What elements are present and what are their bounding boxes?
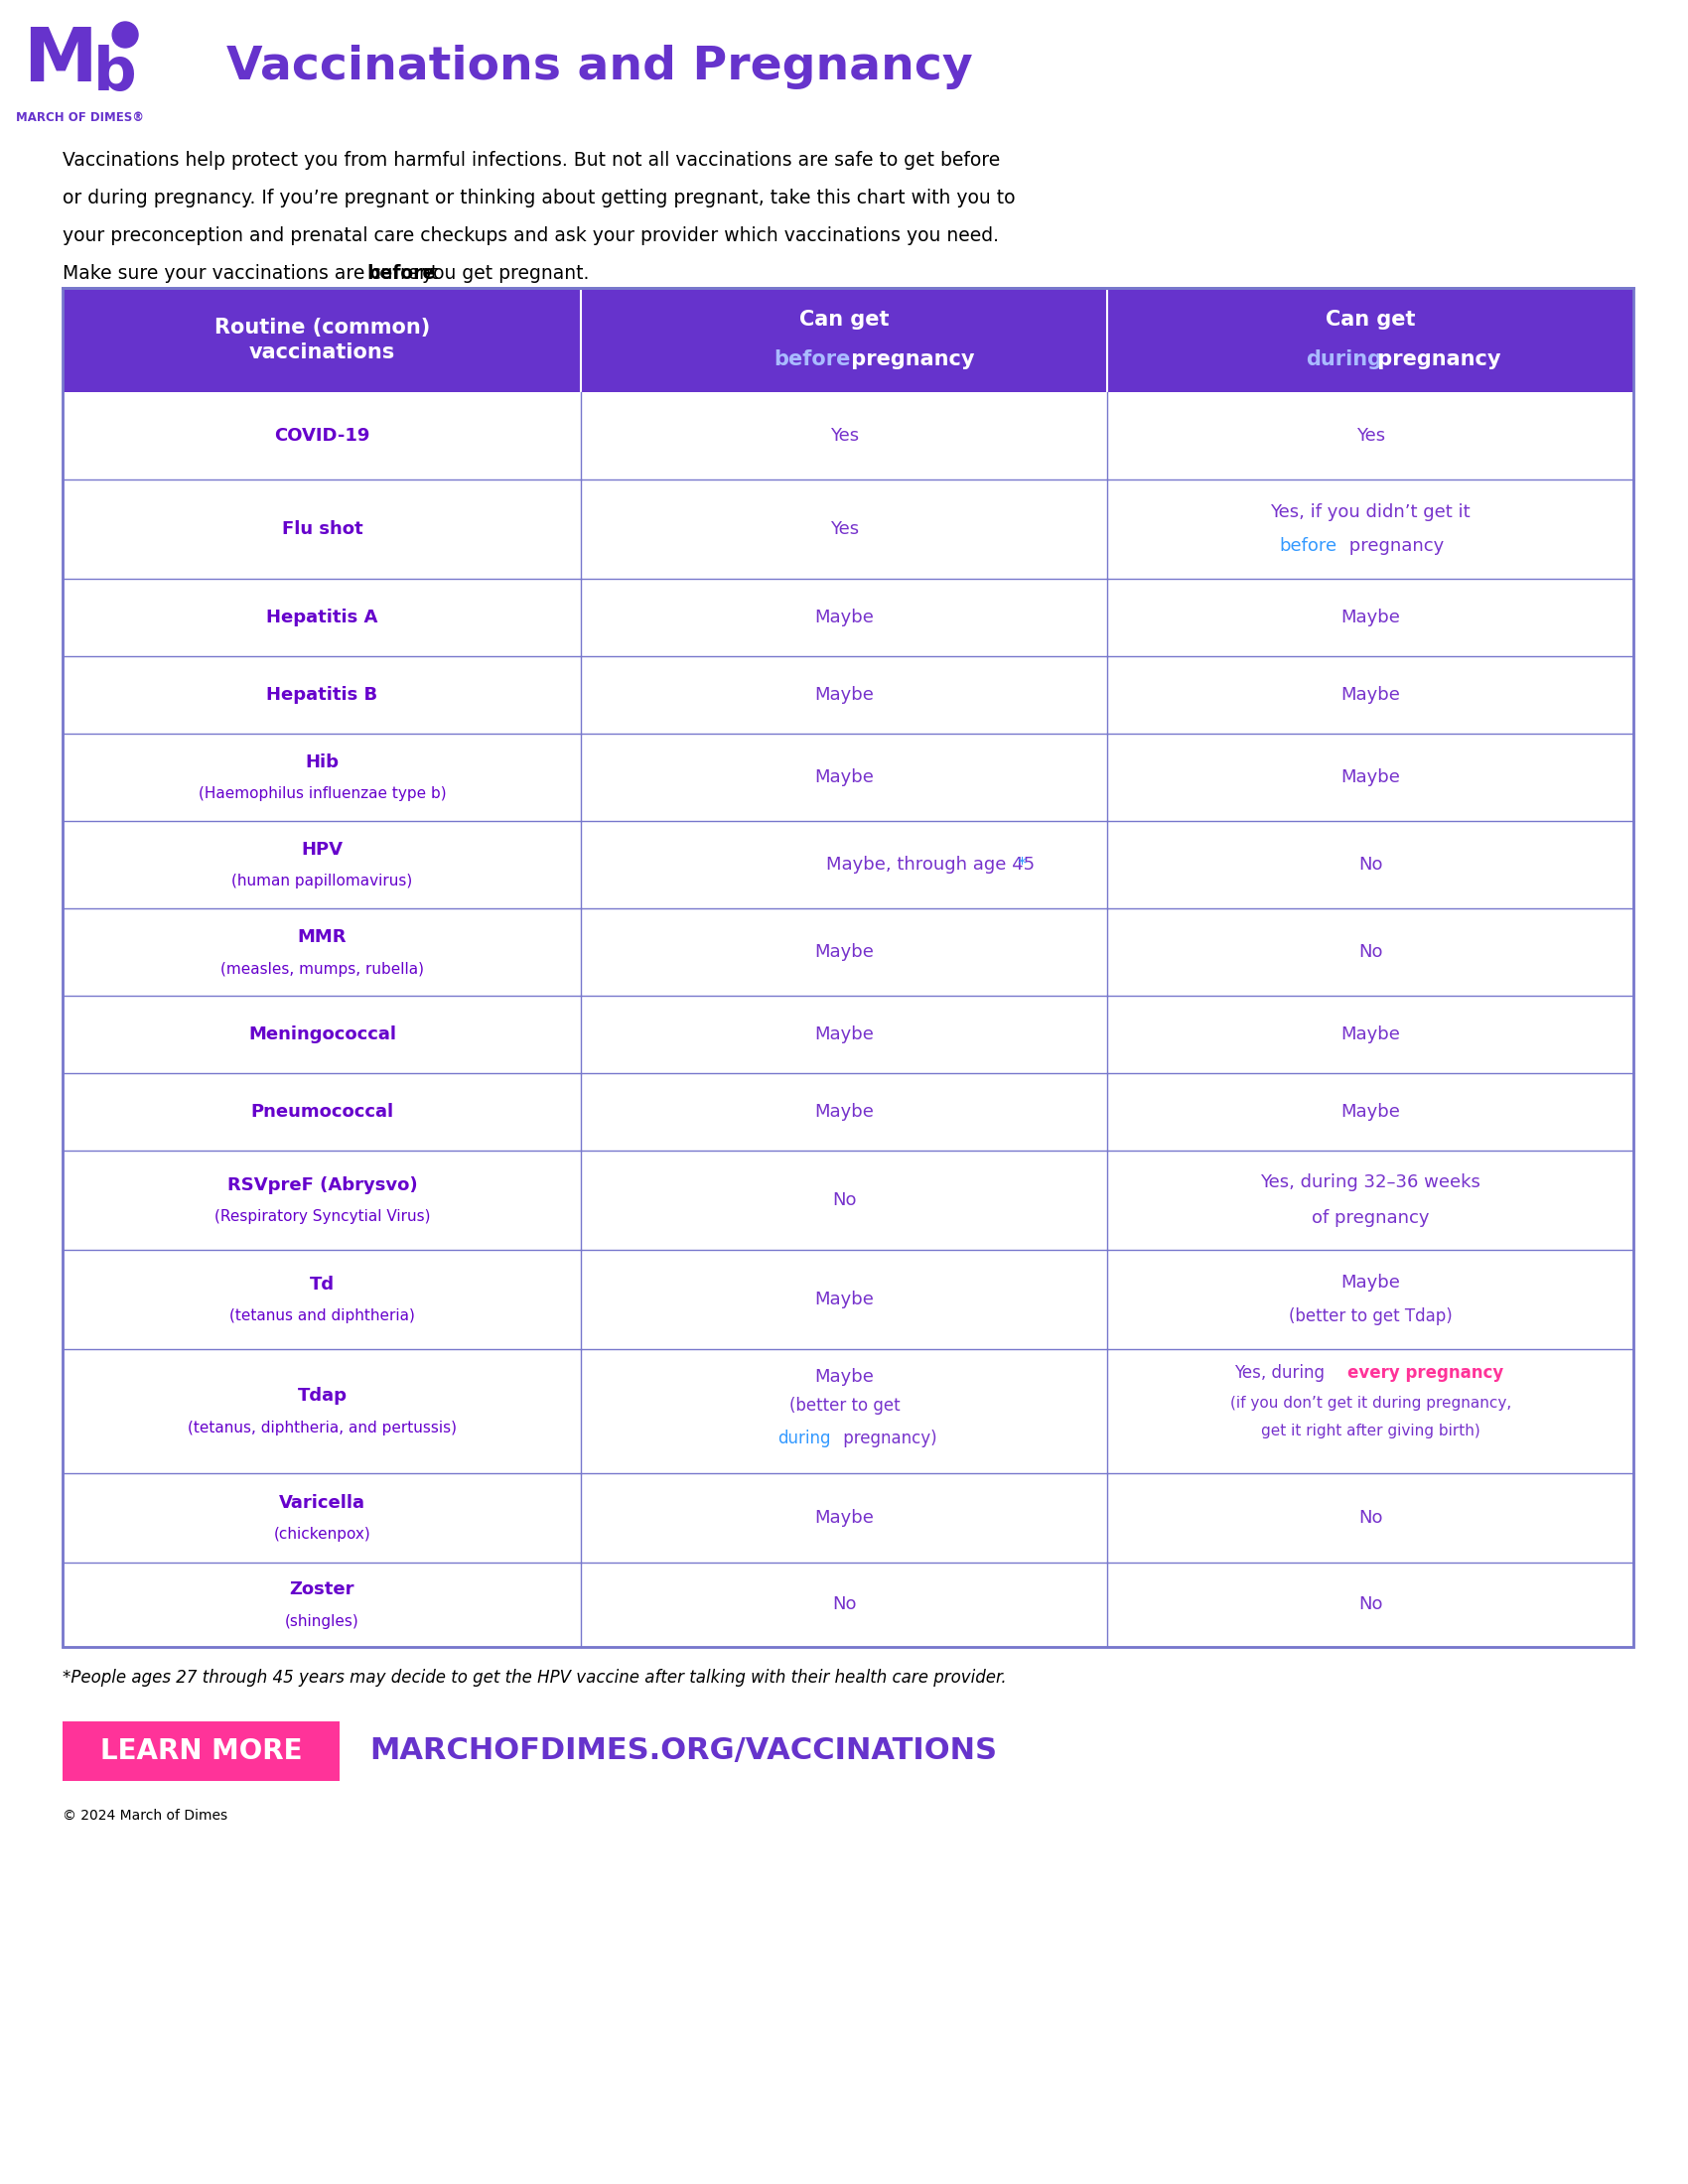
- Text: Maybe: Maybe: [1340, 1273, 1401, 1291]
- FancyBboxPatch shape: [62, 821, 1634, 909]
- Text: Yes, during 32–36 weeks: Yes, during 32–36 weeks: [1261, 1173, 1480, 1190]
- Text: pregnancy: pregnancy: [1344, 537, 1445, 555]
- Text: *: *: [1018, 856, 1026, 874]
- FancyBboxPatch shape: [62, 1562, 1634, 1647]
- Text: (better to get: (better to get: [788, 1398, 900, 1415]
- Text: No: No: [1359, 1597, 1382, 1614]
- Text: Maybe: Maybe: [815, 943, 874, 961]
- FancyBboxPatch shape: [62, 655, 1634, 734]
- Text: Yes: Yes: [1355, 426, 1386, 446]
- Text: MARCH OF DIMES®: MARCH OF DIMES®: [15, 111, 143, 124]
- FancyBboxPatch shape: [62, 909, 1634, 996]
- Text: (Respiratory Syncytial Virus): (Respiratory Syncytial Virus): [214, 1210, 430, 1225]
- FancyBboxPatch shape: [62, 1151, 1634, 1249]
- FancyBboxPatch shape: [62, 1249, 1634, 1350]
- Text: before: before: [1280, 537, 1337, 555]
- Text: (tetanus and diphtheria): (tetanus and diphtheria): [230, 1308, 415, 1324]
- FancyBboxPatch shape: [62, 1474, 1634, 1562]
- FancyBboxPatch shape: [62, 734, 1634, 821]
- Text: Maybe: Maybe: [1340, 609, 1401, 627]
- FancyBboxPatch shape: [62, 1721, 339, 1780]
- Text: Tdap: Tdap: [297, 1387, 348, 1404]
- Text: Maybe: Maybe: [815, 609, 874, 627]
- Text: Hepatitis A: Hepatitis A: [267, 609, 378, 627]
- Text: during: during: [1305, 349, 1382, 369]
- FancyBboxPatch shape: [62, 579, 1634, 655]
- Text: Maybe: Maybe: [815, 686, 874, 703]
- Text: (chickenpox): (chickenpox): [273, 1527, 371, 1542]
- Text: or during pregnancy. If you’re pregnant or thinking about getting pregnant, take: or during pregnancy. If you’re pregnant …: [62, 188, 1016, 207]
- Text: (if you don’t get it during pregnancy,: (if you don’t get it during pregnancy,: [1231, 1396, 1511, 1411]
- Text: Make sure your vaccinations are current: Make sure your vaccinations are current: [62, 264, 444, 284]
- Text: during: during: [776, 1431, 830, 1448]
- Text: MARCHOFDIMES.ORG/VACCINATIONS: MARCHOFDIMES.ORG/VACCINATIONS: [370, 1736, 996, 1765]
- Circle shape: [113, 22, 138, 48]
- Text: Flu shot: Flu shot: [282, 520, 363, 537]
- Text: Maybe: Maybe: [815, 1026, 874, 1044]
- Text: No: No: [1359, 943, 1382, 961]
- Text: Yes, if you didn’t get it: Yes, if you didn’t get it: [1271, 502, 1470, 522]
- Text: No: No: [832, 1190, 856, 1210]
- Text: No: No: [832, 1597, 856, 1614]
- Text: Maybe: Maybe: [1340, 1026, 1401, 1044]
- Text: M: M: [24, 26, 96, 98]
- Text: before: before: [368, 264, 436, 284]
- Text: Hepatitis B: Hepatitis B: [267, 686, 378, 703]
- Text: (better to get Tdap): (better to get Tdap): [1288, 1308, 1452, 1326]
- Text: get it right after giving birth): get it right after giving birth): [1261, 1424, 1480, 1439]
- Text: Maybe: Maybe: [1340, 769, 1401, 786]
- Text: No: No: [1359, 1509, 1382, 1527]
- Text: Yes, during: Yes, during: [1234, 1365, 1330, 1382]
- Text: Maybe: Maybe: [815, 1367, 874, 1385]
- Text: Maybe: Maybe: [815, 1509, 874, 1527]
- Text: pregnancy): pregnancy): [839, 1431, 937, 1448]
- Text: *People ages 27 through 45 years may decide to get the HPV vaccine after talking: *People ages 27 through 45 years may dec…: [62, 1669, 1006, 1686]
- Text: Vaccinations help protect you from harmful infections. But not all vaccinations : Vaccinations help protect you from harmf…: [62, 151, 1001, 170]
- FancyBboxPatch shape: [62, 1072, 1634, 1151]
- Text: Yes: Yes: [830, 520, 859, 537]
- Text: LEARN MORE: LEARN MORE: [100, 1736, 302, 1765]
- Text: (human papillomavirus): (human papillomavirus): [231, 874, 412, 889]
- Text: every pregnancy: every pregnancy: [1347, 1365, 1504, 1382]
- Text: Routine (common)
vaccinations: Routine (common) vaccinations: [214, 317, 430, 363]
- Text: Vaccinations and Pregnancy: Vaccinations and Pregnancy: [226, 46, 972, 90]
- Text: MMR: MMR: [297, 928, 346, 946]
- Text: Maybe: Maybe: [815, 1291, 874, 1308]
- FancyBboxPatch shape: [62, 480, 1634, 579]
- Text: Meningococcal: Meningococcal: [248, 1026, 397, 1044]
- Text: pregnancy: pregnancy: [1371, 349, 1501, 369]
- Text: (Haemophilus influenzae type b): (Haemophilus influenzae type b): [197, 786, 446, 802]
- Text: RSVpreF (Abrysvo): RSVpreF (Abrysvo): [226, 1177, 417, 1195]
- Text: Yes: Yes: [830, 426, 859, 446]
- Text: before: before: [773, 349, 851, 369]
- FancyBboxPatch shape: [62, 996, 1634, 1072]
- Text: (shingles): (shingles): [285, 1614, 360, 1629]
- Text: Varicella: Varicella: [279, 1494, 365, 1511]
- Text: Maybe: Maybe: [815, 1103, 874, 1120]
- Text: pregnancy: pregnancy: [844, 349, 976, 369]
- Text: (measles, mumps, rubella): (measles, mumps, rubella): [221, 961, 424, 976]
- Text: Maybe: Maybe: [1340, 686, 1401, 703]
- Text: Maybe: Maybe: [815, 769, 874, 786]
- FancyBboxPatch shape: [62, 393, 1634, 480]
- Text: Pneumococcal: Pneumococcal: [250, 1103, 393, 1120]
- Text: Hib: Hib: [306, 753, 339, 771]
- Text: Maybe, through age 45: Maybe, through age 45: [827, 856, 1035, 874]
- Text: Can get: Can get: [1325, 310, 1416, 330]
- Text: HPV: HPV: [300, 841, 343, 858]
- Text: COVID-19: COVID-19: [273, 426, 370, 446]
- FancyBboxPatch shape: [62, 288, 1634, 393]
- Text: (tetanus, diphtheria, and pertussis): (tetanus, diphtheria, and pertussis): [187, 1420, 457, 1435]
- Text: you get pregnant.: you get pregnant.: [417, 264, 589, 284]
- Text: Zoster: Zoster: [290, 1581, 354, 1599]
- Text: of pregnancy: of pregnancy: [1312, 1210, 1430, 1227]
- Text: Td: Td: [309, 1275, 334, 1293]
- Text: Maybe: Maybe: [1340, 1103, 1401, 1120]
- FancyBboxPatch shape: [62, 1350, 1634, 1474]
- Text: your preconception and prenatal care checkups and ask your provider which vaccin: your preconception and prenatal care che…: [62, 227, 999, 245]
- Text: No: No: [1359, 856, 1382, 874]
- Text: Can get: Can get: [800, 310, 890, 330]
- Text: b: b: [93, 46, 137, 103]
- Text: © 2024 March of Dimes: © 2024 March of Dimes: [62, 1808, 228, 1824]
